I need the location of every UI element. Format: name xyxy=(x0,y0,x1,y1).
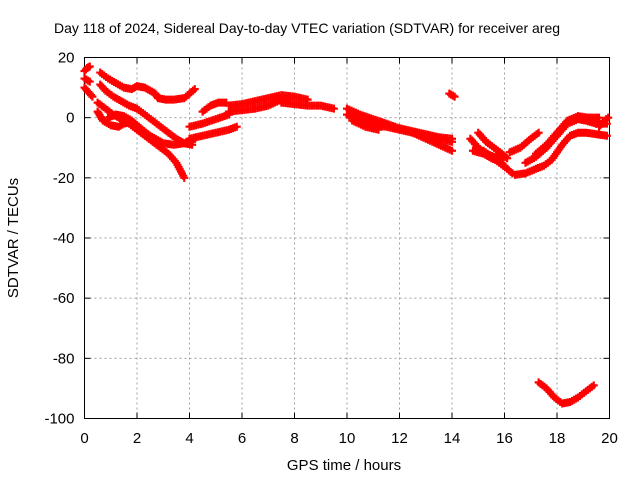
series-track-19 xyxy=(445,89,459,101)
data-point xyxy=(232,122,241,131)
y-tick-label: -100 xyxy=(44,411,74,428)
data-point xyxy=(190,85,199,94)
x-tick-label: 14 xyxy=(444,430,461,447)
series-track-18 xyxy=(408,128,456,155)
x-tick-label: 6 xyxy=(238,430,246,447)
series-track-1 xyxy=(80,62,94,76)
data-point xyxy=(88,92,97,101)
x-tick-label: 4 xyxy=(185,430,193,447)
data-point xyxy=(604,113,613,122)
data-marks xyxy=(80,62,613,408)
series-track-24 xyxy=(505,128,543,157)
y-tick-label: -80 xyxy=(53,350,75,367)
y-tick-label: -40 xyxy=(53,230,75,247)
data-point xyxy=(589,381,598,390)
series-track-2 xyxy=(80,83,97,101)
data-point xyxy=(87,91,96,100)
x-tick-label: 16 xyxy=(496,430,513,447)
x-axis-label: GPS time / hours xyxy=(287,457,401,474)
series-track-3 xyxy=(80,74,94,86)
data-point xyxy=(595,113,603,122)
series-track-10 xyxy=(198,98,231,116)
y-tick-labels: 20 0 -20 -40 -60 -80 -100 xyxy=(44,50,74,428)
series-track-6 xyxy=(96,68,199,104)
data-point xyxy=(85,77,94,86)
series-track-17 xyxy=(348,116,383,134)
y-tick-label: -60 xyxy=(53,290,75,307)
series-track-25 xyxy=(511,128,611,179)
data-point xyxy=(85,62,94,71)
x-tick-label: 8 xyxy=(290,430,298,447)
data-point xyxy=(329,104,338,113)
data-point xyxy=(534,128,543,137)
x-tick-label: 0 xyxy=(80,430,88,447)
data-point xyxy=(448,134,456,143)
chart-title: Day 118 of 2024, Sidereal Day-to-day VTE… xyxy=(54,20,560,36)
data-point xyxy=(602,131,611,140)
series-track-13 xyxy=(224,91,312,110)
x-tick-label: 20 xyxy=(601,430,618,447)
data-point xyxy=(500,161,509,170)
x-tick-label: 18 xyxy=(549,430,566,447)
x-tick-label: 12 xyxy=(391,430,408,447)
series-track-8 xyxy=(93,98,189,182)
data-point xyxy=(450,92,459,101)
series-track-11 xyxy=(185,122,241,143)
y-tick-label: -20 xyxy=(53,170,75,187)
series-track-9 xyxy=(185,110,233,131)
x-tick-label: 10 xyxy=(339,430,356,447)
x-tick-label: 2 xyxy=(133,430,141,447)
y-tick-label: 0 xyxy=(66,110,74,127)
series-track-7 xyxy=(96,80,197,149)
series-track-27 xyxy=(532,112,603,158)
series-track-21 xyxy=(474,128,512,163)
series-track-29 xyxy=(534,378,598,408)
y-axis-label: SDTVAR / TECUs xyxy=(5,178,22,298)
data-point xyxy=(448,146,456,155)
data-point xyxy=(503,154,512,163)
data-point xyxy=(180,173,189,182)
series-track-28 xyxy=(595,113,613,131)
series-track-23 xyxy=(469,146,509,170)
data-point xyxy=(374,125,383,134)
series-track-14 xyxy=(277,98,338,113)
axis-ticks xyxy=(84,57,610,419)
y-tick-label: 20 xyxy=(58,50,75,67)
x-tick-labels: 0 2 4 6 8 10 12 14 16 18 20 xyxy=(80,430,618,447)
